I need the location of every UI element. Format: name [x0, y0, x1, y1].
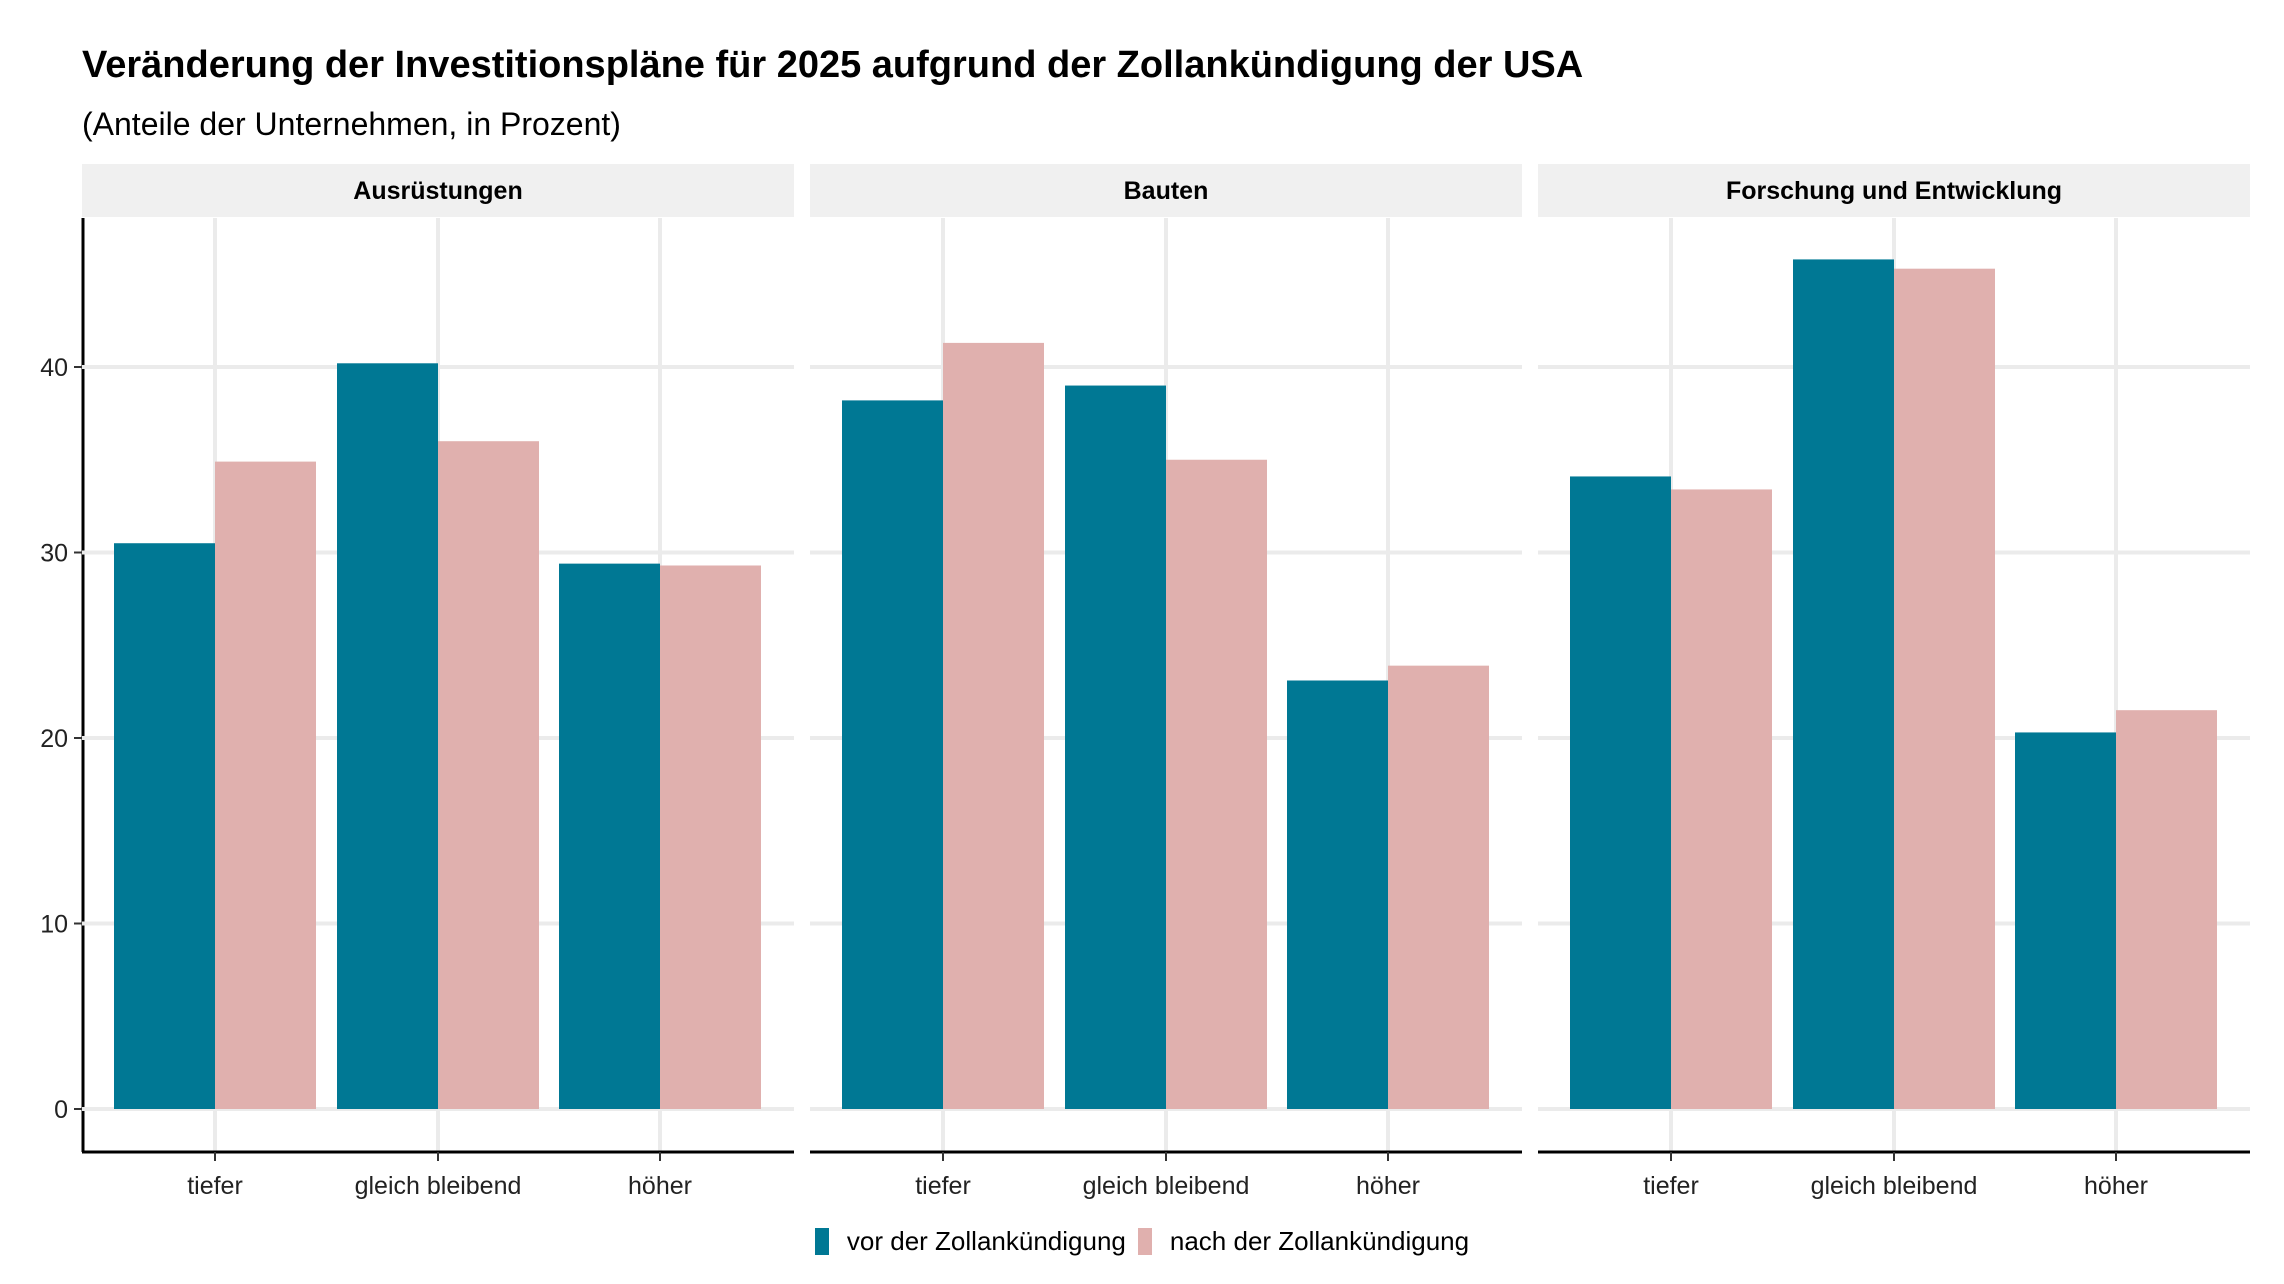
legend-swatch-vor	[814, 1228, 829, 1255]
legend: vor der Zollankündigung nach der Zollank…	[0, 1226, 2284, 1257]
x-tick-label: tiefer	[187, 1172, 243, 1200]
bar-vor	[337, 363, 438, 1109]
x-tick-label: gleich bleibend	[1811, 1172, 1978, 1200]
bar-nach	[943, 342, 1044, 1109]
bar-nach	[1671, 489, 1772, 1109]
bar-nach	[660, 565, 761, 1109]
legend-item-vor: vor der Zollankündigung	[814, 1226, 1126, 1257]
legend-swatch-nach	[1137, 1228, 1152, 1255]
bar-nach	[1166, 459, 1267, 1109]
facet-label: Forschung und Entwicklung	[1726, 177, 2062, 205]
x-tick-label: tiefer	[915, 1172, 971, 1200]
x-tick-label: gleich bleibend	[355, 1172, 522, 1200]
x-tick-label: höher	[628, 1172, 692, 1200]
x-tick-label: gleich bleibend	[1083, 1172, 1250, 1200]
bar-nach	[215, 461, 316, 1110]
bar-nach	[1388, 665, 1489, 1109]
legend-label-nach: nach der Zollankündigung	[1169, 1226, 1470, 1256]
facet-label: Ausrüstungen	[353, 177, 522, 205]
bar-vor	[842, 400, 943, 1109]
bar-vor	[1570, 476, 1671, 1109]
x-tick-label: tiefer	[1643, 1172, 1699, 1200]
legend-label-vor: vor der Zollankündigung	[846, 1226, 1126, 1256]
bar-vor	[114, 543, 215, 1109]
bar-vor	[559, 563, 660, 1109]
legend-item-nach: nach der Zollankündigung	[1137, 1226, 1470, 1257]
y-tick-label: 30	[40, 540, 68, 568]
y-tick-label: 10	[40, 911, 68, 939]
facet-strip	[810, 164, 1522, 217]
bar-vor	[1793, 259, 1894, 1109]
x-tick-label: höher	[1356, 1172, 1420, 1200]
bar-vor	[2015, 732, 2116, 1109]
chart-title: Veränderung der Investitionspläne für 20…	[82, 44, 1584, 86]
bar-vor	[1065, 385, 1166, 1109]
bar-nach	[438, 441, 539, 1109]
facet-strip	[1538, 164, 2250, 217]
x-tick-label: höher	[2084, 1172, 2148, 1200]
chart-subtitle: (Anteile der Unternehmen, in Prozent)	[82, 106, 621, 142]
facet-strip	[82, 164, 794, 217]
facet-label: Bauten	[1124, 177, 1209, 205]
bar-nach	[1894, 268, 1995, 1109]
y-tick-label: 40	[40, 354, 68, 382]
y-tick-label: 20	[40, 725, 68, 753]
bar-nach	[2116, 710, 2217, 1109]
y-tick-label: 0	[54, 1096, 68, 1124]
bar-vor	[1287, 680, 1388, 1109]
